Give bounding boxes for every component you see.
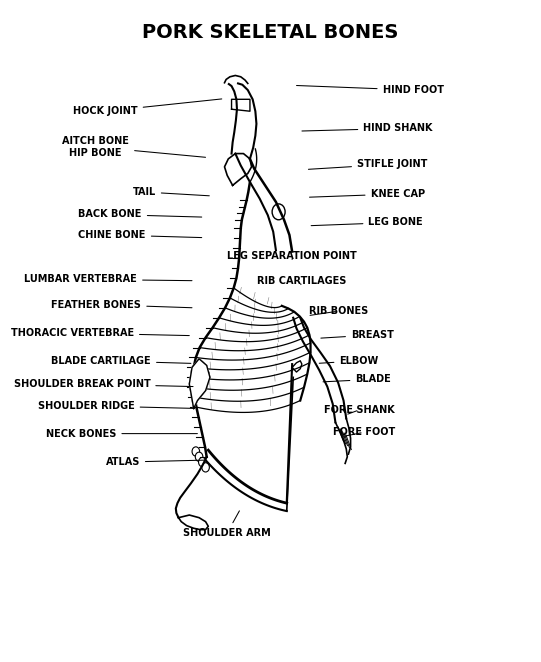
- Circle shape: [272, 204, 285, 220]
- Text: FORE SHANK: FORE SHANK: [324, 404, 395, 415]
- Text: BLADE CARTILAGE: BLADE CARTILAGE: [51, 355, 191, 366]
- Text: SHOULDER ARM: SHOULDER ARM: [183, 511, 271, 538]
- Text: HOCK JOINT: HOCK JOINT: [73, 99, 222, 117]
- Text: CHINE BONE: CHINE BONE: [78, 230, 202, 240]
- Polygon shape: [189, 359, 210, 408]
- Text: NECK BONES: NECK BONES: [46, 428, 197, 439]
- Text: ELBOW: ELBOW: [319, 355, 379, 366]
- Text: HIND SHANK: HIND SHANK: [302, 123, 433, 134]
- Circle shape: [202, 463, 209, 472]
- Text: RIB CARTILAGES: RIB CARTILAGES: [257, 276, 346, 287]
- Text: LEG SEPARATION POINT: LEG SEPARATION POINT: [227, 251, 357, 261]
- Text: FORE FOOT: FORE FOOT: [333, 427, 395, 438]
- Text: KNEE CAP: KNEE CAP: [309, 189, 425, 199]
- Text: BLADE: BLADE: [323, 374, 391, 385]
- Text: BACK BONE: BACK BONE: [78, 209, 202, 220]
- Circle shape: [199, 457, 206, 467]
- Text: ATLAS: ATLAS: [105, 457, 204, 467]
- Text: SHOULDER BREAK POINT: SHOULDER BREAK POINT: [14, 379, 193, 389]
- Text: AITCH BONE
HIP BONE: AITCH BONE HIP BONE: [62, 136, 206, 158]
- Text: THORACIC VERTEBRAE: THORACIC VERTEBRAE: [11, 328, 189, 338]
- Text: HIND FOOT: HIND FOOT: [296, 85, 444, 95]
- Text: TAIL: TAIL: [133, 187, 209, 197]
- Text: LEG BONE: LEG BONE: [311, 217, 423, 228]
- Circle shape: [195, 452, 203, 461]
- Text: SHOULDER RIDGE: SHOULDER RIDGE: [38, 401, 194, 411]
- Text: STIFLE JOINT: STIFLE JOINT: [308, 159, 427, 169]
- Text: LUMBAR VERTEBRAE: LUMBAR VERTEBRAE: [24, 274, 192, 285]
- Text: BREAST: BREAST: [321, 330, 394, 340]
- Circle shape: [192, 447, 200, 456]
- Text: FEATHER BONES: FEATHER BONES: [51, 299, 192, 310]
- Text: PORK SKELETAL BONES: PORK SKELETAL BONES: [142, 23, 399, 42]
- Text: RIB BONES: RIB BONES: [308, 306, 368, 316]
